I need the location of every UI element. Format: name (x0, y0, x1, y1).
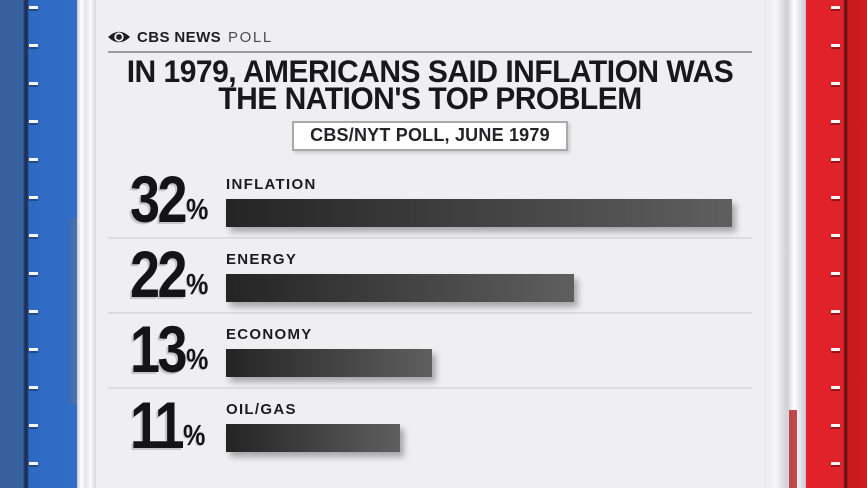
value-wrap: 11 % (130, 392, 206, 458)
percent-sign: % (183, 419, 206, 452)
percent-sign: % (186, 343, 209, 376)
bar-row-oil-gas: 11 % OIL/GAS (108, 389, 752, 464)
source-badge: CBS/NYT POLL, JUNE 1979 (292, 121, 568, 151)
cbs-eye-icon (108, 31, 130, 43)
bar-fill (226, 199, 732, 227)
percent-sign: % (186, 193, 209, 226)
content-card: CBS NEWS POLL IN 1979, AMERICANS SAID IN… (96, 0, 764, 488)
chart-title-line1: IN 1979, AMERICANS SAID INFLATION WAS (126, 54, 734, 90)
bar-track (226, 349, 732, 377)
bar-column: OIL/GAS (226, 389, 752, 464)
bar-track (226, 424, 732, 452)
bar-row-energy: 22 % ENERGY (108, 239, 752, 314)
category-label: INFLATION (226, 176, 317, 193)
bar-fill (226, 349, 432, 377)
bar-fill (226, 274, 574, 302)
value-number: 32 (130, 162, 188, 236)
bar-row-economy: 13 % ECONOMY (108, 314, 752, 389)
chart-title-line2: THE NATION'S TOP PROBLEM (218, 81, 642, 117)
header-divider (108, 51, 752, 53)
bar-column: ECONOMY (226, 314, 752, 387)
left-blue-accent-strip (68, 218, 77, 405)
value-column: 32 % (130, 164, 226, 237)
value-column: 13 % (130, 314, 226, 387)
value-number: 13 (130, 312, 188, 386)
chart-title: IN 1979, AMERICANS SAID INFLATION WAS TH… (108, 54, 752, 117)
bar-fill (226, 424, 400, 452)
right-paper-edge (764, 0, 806, 488)
bar-column: ENERGY (226, 239, 752, 312)
brand-suffix: POLL (228, 28, 273, 46)
percent-sign: % (186, 268, 209, 301)
bar-column: INFLATION (226, 164, 752, 237)
right-red-accent-strip (789, 410, 797, 488)
left-frame-tick-marks (29, 6, 38, 488)
value-number: 22 (130, 237, 188, 311)
value-number: 11 (130, 388, 185, 462)
category-label: ECONOMY (226, 326, 313, 343)
left-paper-edge (77, 0, 96, 488)
bar-row-inflation: 32 % INFLATION (108, 164, 752, 239)
value-column: 22 % (130, 239, 226, 312)
bar-track (226, 199, 732, 227)
brand-name: CBS NEWS (137, 28, 222, 46)
right-frame-tick-marks (831, 6, 840, 488)
brand-header: CBS NEWS POLL (108, 28, 752, 46)
bar-chart: 32 % INFLATION 22 % (108, 164, 752, 464)
value-wrap: 32 % (130, 166, 209, 232)
value-wrap: 22 % (130, 241, 209, 307)
category-label: ENERGY (226, 251, 298, 268)
bar-track (226, 274, 732, 302)
left-frame-blue-band (0, 0, 77, 488)
value-wrap: 13 % (130, 316, 209, 382)
right-frame-red-band (806, 0, 867, 488)
value-column: 11 % (130, 389, 226, 464)
category-label: OIL/GAS (226, 401, 297, 418)
